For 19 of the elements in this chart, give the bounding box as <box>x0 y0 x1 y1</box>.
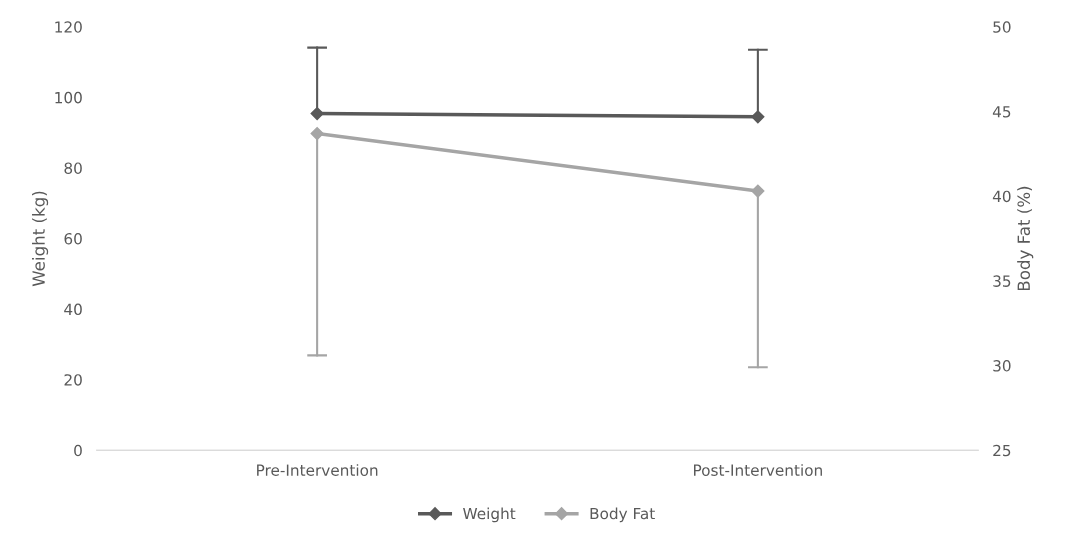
y2-axis-title: Body Fat (%) <box>1017 186 1034 291</box>
x-tick-label: Pre-Intervention <box>257 464 378 476</box>
y2-tick-label: 30 <box>993 360 1011 372</box>
y2-tick-label: 35 <box>993 275 1011 287</box>
y-tick-label: 80 <box>64 162 82 174</box>
y-tick-label: 20 <box>64 374 82 386</box>
y2-tick-label: 40 <box>992 190 1011 203</box>
y-tick-label: 120 <box>55 21 82 33</box>
legend-label: Body Fat <box>590 507 655 523</box>
x-tick-label: Post-Intervention <box>694 464 822 476</box>
y2-tick-label: 25 <box>993 444 1011 457</box>
y2-tick-label: 45 <box>992 106 1011 118</box>
y-tick-label: 40 <box>64 303 82 316</box>
legend-label: Weight <box>463 507 516 523</box>
y-tick-label: 100 <box>55 91 82 104</box>
y2-tick-label: 50 <box>993 21 1011 33</box>
y-axis-title: Weight (kg) <box>32 191 49 287</box>
y-tick-label: 0 <box>74 444 82 457</box>
y-tick-label: 60 <box>64 232 82 245</box>
